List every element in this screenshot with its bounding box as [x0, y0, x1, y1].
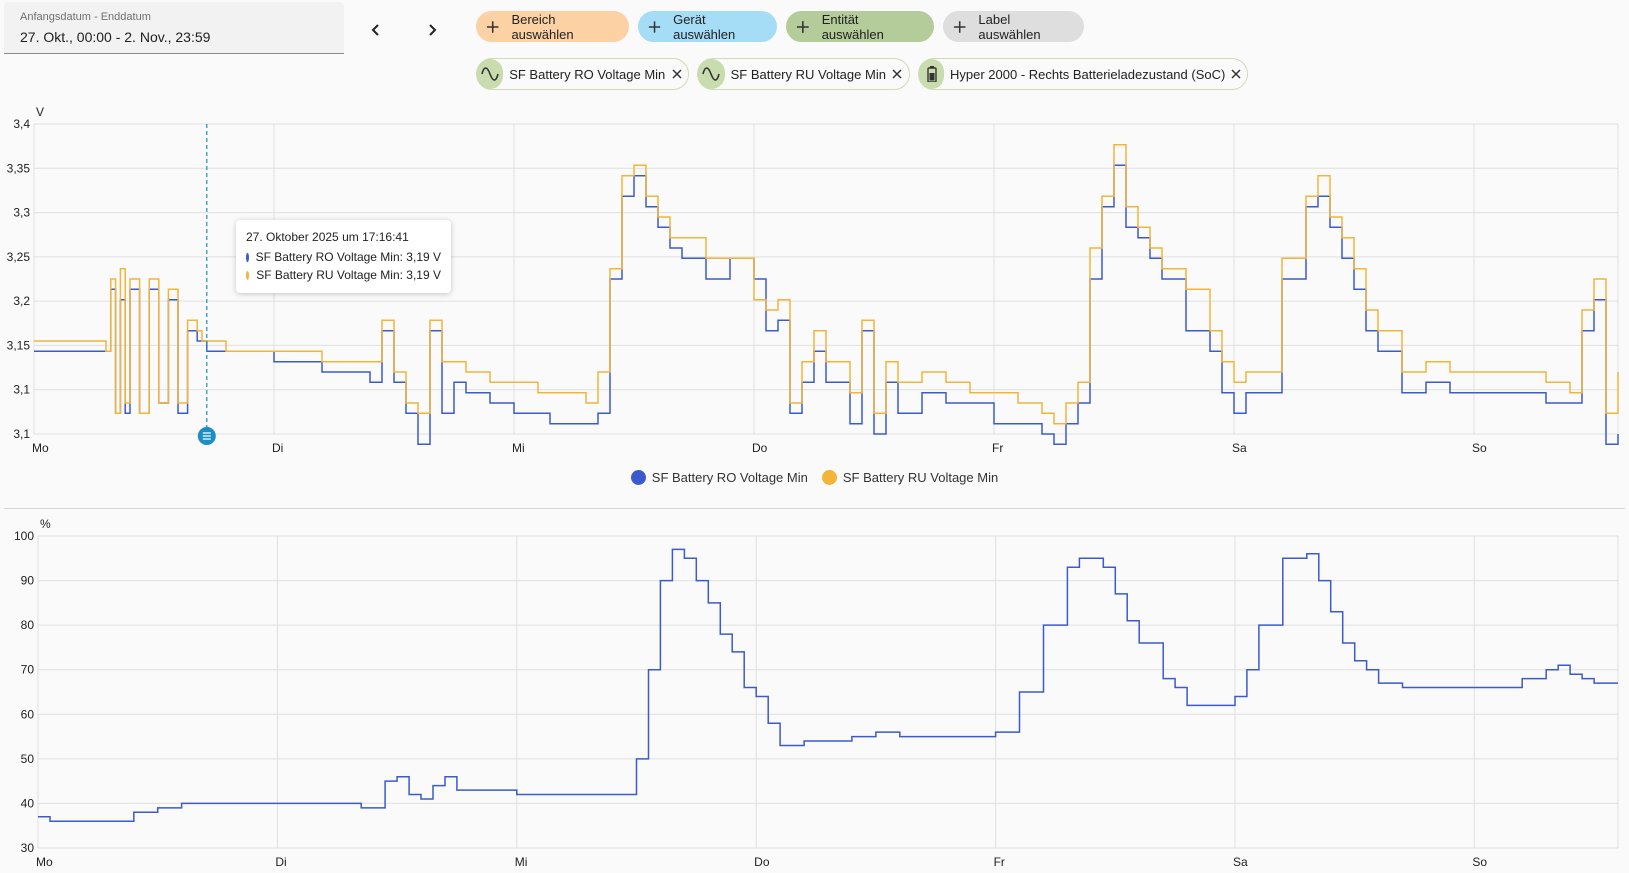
y-tick-label: 90	[21, 574, 35, 588]
select-label-button[interactable]: Label auswählen	[943, 11, 1084, 42]
date-range-label: Anfangsdatum - Enddatum	[20, 11, 151, 23]
chart-divider	[4, 508, 1625, 509]
chart-tooltip: 27. Oktober 2025 um 17:16:41 SF Battery …	[236, 220, 451, 293]
x-tick-label: Fr	[994, 855, 1005, 869]
y-tick-label: 3,35	[7, 161, 31, 175]
plus-icon	[486, 20, 499, 33]
soc-chart[interactable]: 30 40 50 60 70 80 90 100 Mo Di Mi Do Fr Sa So%	[0, 512, 1629, 873]
series-line-1	[34, 164, 1619, 446]
tooltip-dot-ro	[246, 252, 249, 262]
select-label-label: Label auswählen	[978, 11, 1041, 42]
y-tick-label: 50	[21, 752, 35, 766]
tooltip-row-ro: SF Battery RO Voltage Min: 3,19 V	[246, 250, 441, 264]
plus-icon	[953, 20, 966, 33]
close-icon[interactable]	[886, 59, 909, 89]
entity-chip-label: Hyper 2000 - Rechts Batterieladezustand …	[950, 66, 1226, 82]
y-tick-label: 3,3	[13, 206, 30, 220]
x-tick-label: Di	[275, 855, 286, 869]
x-tick-label: Mo	[32, 441, 49, 455]
legend-label-ro: SF Battery RO Voltage Min	[651, 470, 808, 485]
next-period-button[interactable]	[414, 12, 450, 48]
legend-item-ru[interactable]: SF Battery RU Voltage Min	[821, 470, 999, 485]
sine-wave-icon	[477, 59, 504, 89]
chevron-right-icon	[429, 24, 437, 36]
y-tick-label: 3,1	[13, 383, 30, 397]
legend-item-ro[interactable]: SF Battery RO Voltage Min	[630, 470, 808, 485]
previous-period-button[interactable]	[358, 12, 394, 48]
chevron-left-icon	[371, 24, 379, 36]
tooltip-dot-ru	[246, 270, 250, 280]
x-tick-label: Sa	[1233, 855, 1248, 869]
entity-chip-soc[interactable]: Hyper 2000 - Rechts Batterieladezustand …	[918, 58, 1248, 90]
legend-dot-ru	[821, 470, 837, 485]
y-tick-label: 80	[21, 618, 35, 632]
y-tick-label: 3,4	[13, 117, 30, 131]
legend-dot-ro	[630, 470, 646, 485]
sine-wave-icon	[698, 59, 725, 89]
x-tick-label: Di	[272, 441, 283, 455]
select-area-button[interactable]: Bereich auswählen	[476, 11, 629, 42]
voltage-chart[interactable]: 3,1 3,1 3,15 3,2 3,25 3,3 3,35 3,4 Mo Di Mi Do Fr Sa S…	[0, 100, 1629, 490]
select-device-button[interactable]: Gerät auswählen	[638, 11, 777, 42]
x-tick-label: Mi	[512, 441, 525, 455]
battery-icon	[919, 59, 945, 89]
y-tick-label: 60	[21, 707, 35, 721]
tooltip-title: 27. Oktober 2025 um 17:16:41	[246, 230, 409, 244]
y-axis-unit: %	[40, 517, 51, 531]
x-tick-label: Fr	[992, 441, 1003, 455]
y-tick-label: 3,1	[13, 427, 30, 441]
y-tick-label: 40	[21, 796, 35, 810]
tooltip-value-ru: SF Battery RU Voltage Min: 3,19 V	[256, 268, 441, 282]
select-area-label: Bereich auswählen	[511, 11, 574, 42]
y-axis-unit: V	[36, 105, 44, 119]
y-tick-label: 3,25	[7, 250, 31, 264]
series-line-2	[34, 143, 1619, 425]
x-tick-label: Mo	[36, 855, 53, 869]
tooltip-row-ru: SF Battery RU Voltage Min: 3,19 V	[246, 268, 441, 282]
close-icon[interactable]	[1225, 59, 1247, 89]
menu-icon	[202, 432, 211, 440]
select-entity-label: Entität auswählen	[821, 11, 884, 42]
date-range-value[interactable]: 27. Okt., 00:00 - 2. Nov., 23:59	[20, 29, 211, 45]
y-tick-label: 100	[14, 529, 34, 543]
x-tick-label: Do	[754, 855, 770, 869]
voltage-chart-legend: SF Battery RO Voltage Min SF Battery RU …	[0, 470, 1629, 485]
tooltip-value-ro: SF Battery RO Voltage Min: 3,19 V	[255, 250, 441, 264]
x-tick-label: Sa	[1232, 441, 1247, 455]
select-device-label: Gerät auswählen	[673, 11, 736, 42]
x-tick-label: Mi	[515, 855, 528, 869]
y-tick-label: 30	[21, 841, 35, 855]
y-tick-label: 70	[21, 663, 35, 677]
close-icon[interactable]	[665, 59, 688, 89]
plus-icon	[796, 20, 809, 33]
series-line-1	[38, 548, 1618, 823]
entity-chip-ru-voltage[interactable]: SF Battery RU Voltage Min	[697, 58, 910, 90]
x-tick-label: So	[1472, 855, 1487, 869]
entity-chip-label: SF Battery RU Voltage Min	[730, 66, 886, 82]
x-tick-label: Do	[752, 441, 768, 455]
select-entity-button[interactable]: Entität auswählen	[786, 11, 934, 42]
entity-chip-label: SF Battery RO Voltage Min	[509, 66, 666, 82]
date-range-picker[interactable]: Anfangsdatum - Enddatum 27. Okt., 00:00 …	[4, 2, 344, 54]
legend-label-ru: SF Battery RU Voltage Min	[842, 470, 999, 485]
entity-chip-ro-voltage[interactable]: SF Battery RO Voltage Min	[476, 58, 689, 90]
y-tick-label: 3,15	[7, 338, 31, 352]
x-tick-label: So	[1472, 441, 1487, 455]
plus-icon	[648, 20, 661, 33]
y-tick-label: 3,2	[13, 294, 30, 308]
